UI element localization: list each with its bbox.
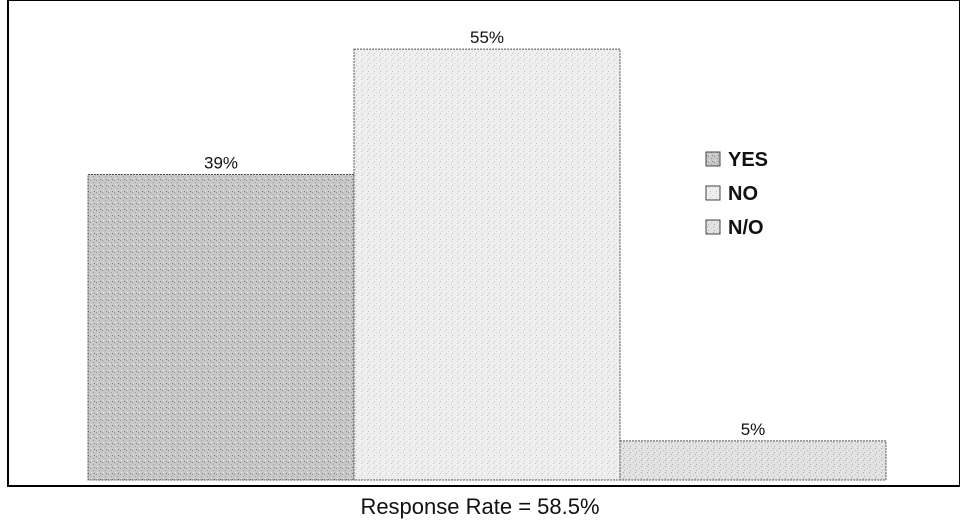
legend-swatch	[705, 185, 721, 201]
value-labels-group: 39% 55% 5%	[204, 28, 765, 439]
plot-frame	[7, 0, 960, 487]
legend-swatch	[705, 151, 721, 167]
value-label-no: 55%	[470, 28, 504, 47]
legend-yes: YES	[705, 149, 768, 171]
value-label-n-o: 5%	[741, 420, 766, 439]
legend-label: N/O	[728, 217, 764, 239]
bars-group	[87, 48, 887, 481]
legend-label: YES	[728, 149, 768, 171]
bar-n-o	[619, 440, 887, 481]
legend-swatch	[705, 219, 721, 235]
response-rate-caption: Response Rate = 58.5%	[360, 494, 600, 519]
bar-yes	[87, 174, 355, 481]
legend-no: NO	[705, 183, 758, 205]
value-label-yes: 39%	[204, 154, 238, 173]
legend-n-o: N/O	[705, 217, 764, 239]
bar-no	[353, 48, 621, 481]
legend-label: NO	[728, 183, 758, 205]
legend: YES NO N/O	[705, 149, 768, 239]
